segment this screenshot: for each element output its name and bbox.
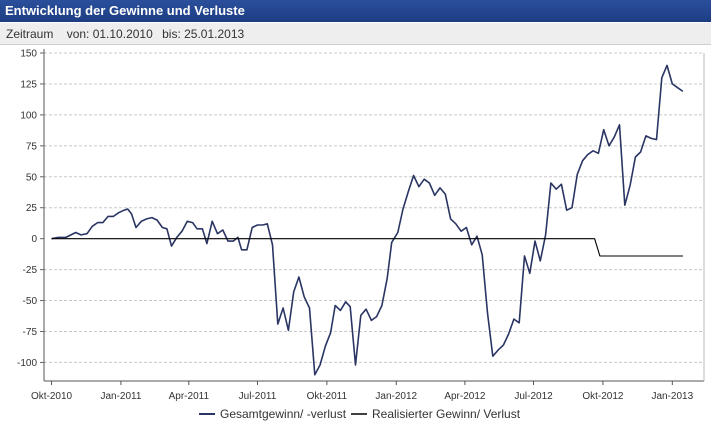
y-tick-label: -50	[23, 296, 38, 307]
grid-layer	[44, 52, 704, 363]
legend-label: Gesamtgewinn/ -verlust	[220, 407, 347, 421]
legend-label: Realisierter Gewinn/ Verlust	[372, 407, 521, 421]
x-tick-label: Jan-2011	[100, 391, 141, 402]
period-to: bis: 25.01.2013	[162, 27, 245, 41]
y-tick-label: 50	[26, 172, 38, 183]
legend-item-total: Gesamtgewinn/ -verlust	[199, 407, 347, 421]
x-tick-label: Jan-2013	[651, 391, 693, 402]
y-tick-label: 125	[20, 79, 37, 90]
x-tick-label: Jul-2011	[239, 391, 277, 402]
profit-loss-chart: 150 125 100 75 50 25 0 -25 -50 -75 -100 Okt-2010 Jan…	[17, 49, 705, 421]
period-label: Zeitraum	[6, 27, 54, 41]
y-tick-label: -100	[17, 358, 37, 369]
y-tick-label: -25	[23, 265, 38, 276]
x-tick-label: Jan-2012	[375, 391, 417, 402]
y-tick-label: 150	[20, 49, 37, 60]
y-tick-label: 25	[26, 203, 38, 214]
chart-title-bar: Entwicklung der Gewinne und Verluste	[0, 0, 711, 22]
series-line-total	[51, 64, 684, 376]
x-tick-label: Okt-2010	[31, 391, 73, 402]
chart-title: Entwicklung der Gewinne und Verluste	[5, 3, 245, 18]
period-from: von: 01.10.2010	[66, 27, 153, 41]
period-bar: Zeitraum von: 01.10.2010 bis: 25.01.2013	[0, 23, 711, 45]
legend: Gesamtgewinn/ -verlust Realisierter Gewin…	[199, 407, 521, 421]
y-tick-label: -75	[23, 327, 38, 338]
x-tick-label: Jul-2012	[514, 391, 553, 402]
axis-layer: 150 125 100 75 50 25 0 -25 -50 -75 -100 Okt-2010 Jan…	[17, 49, 705, 402]
x-tick-label: Okt-2011	[307, 391, 348, 402]
x-tick-label: Apr-2012	[444, 391, 486, 402]
series-layer	[51, 64, 684, 376]
legend-item-realized: Realisierter Gewinn/ Verlust	[351, 407, 521, 421]
x-tick-label: Apr-2011	[169, 391, 210, 402]
series-line-realized	[51, 238, 683, 257]
y-tick-label: 0	[31, 234, 37, 245]
y-tick-label: 100	[20, 110, 37, 121]
x-tick-label: Okt-2012	[582, 391, 624, 402]
y-tick-label: 75	[26, 141, 38, 152]
